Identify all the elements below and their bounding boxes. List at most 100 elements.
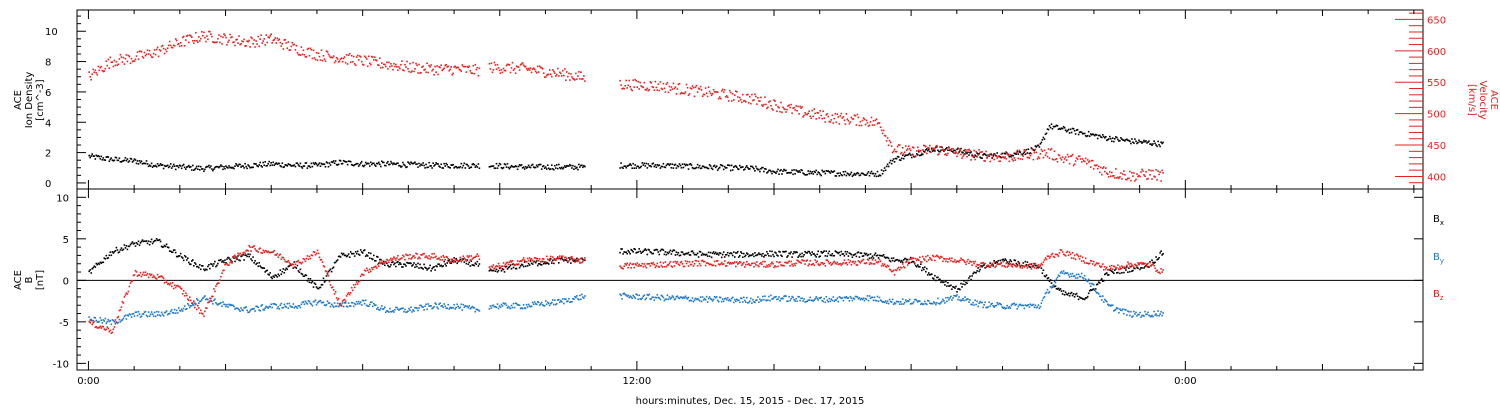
data-point bbox=[1115, 136, 1117, 138]
data-point bbox=[551, 262, 553, 264]
data-point bbox=[503, 265, 506, 267]
data-point bbox=[171, 165, 174, 168]
data-point bbox=[984, 160, 986, 162]
data-point bbox=[263, 38, 265, 40]
data-point bbox=[670, 265, 673, 267]
data-point bbox=[463, 162, 466, 165]
data-point bbox=[729, 300, 732, 302]
data-point bbox=[388, 163, 390, 166]
data-point bbox=[491, 165, 494, 167]
data-point bbox=[960, 282, 962, 285]
data-point bbox=[571, 301, 573, 303]
data-point bbox=[755, 254, 757, 257]
data-point bbox=[262, 249, 264, 252]
data-point bbox=[350, 301, 353, 304]
data-point bbox=[1134, 313, 1136, 315]
data-point bbox=[849, 121, 852, 123]
data-point bbox=[584, 295, 586, 297]
data-point bbox=[295, 261, 298, 263]
data-point bbox=[492, 269, 495, 272]
data-point bbox=[908, 152, 911, 155]
data-point bbox=[413, 70, 415, 73]
data-point bbox=[157, 239, 160, 242]
data-point bbox=[448, 261, 450, 263]
data-point bbox=[261, 267, 263, 269]
data-point bbox=[1087, 161, 1090, 163]
data-point bbox=[1146, 313, 1148, 316]
data-point bbox=[722, 300, 725, 303]
data-point bbox=[532, 303, 535, 306]
data-point bbox=[758, 168, 760, 171]
data-point bbox=[148, 273, 151, 275]
data-point bbox=[440, 256, 442, 258]
data-point bbox=[949, 148, 951, 151]
data-point bbox=[165, 281, 168, 283]
data-point bbox=[458, 166, 461, 169]
data-point bbox=[181, 293, 184, 295]
data-point bbox=[745, 101, 747, 103]
data-point bbox=[911, 146, 914, 148]
data-point bbox=[474, 256, 477, 258]
data-point bbox=[457, 66, 459, 69]
data-point bbox=[844, 250, 847, 253]
data-point bbox=[362, 300, 365, 302]
data-point bbox=[628, 164, 630, 166]
data-point bbox=[653, 299, 656, 301]
data-point bbox=[293, 43, 296, 46]
data-point bbox=[238, 309, 240, 311]
data-point bbox=[339, 256, 342, 258]
data-point bbox=[314, 58, 317, 61]
data-point bbox=[891, 259, 894, 262]
data-point bbox=[217, 304, 219, 306]
data-point bbox=[218, 34, 220, 36]
data-point bbox=[109, 158, 112, 161]
data-point bbox=[1017, 305, 1020, 308]
data-point bbox=[645, 249, 648, 252]
data-point bbox=[137, 58, 140, 61]
data-point bbox=[965, 149, 967, 151]
data-point bbox=[415, 263, 417, 266]
data-point bbox=[761, 104, 763, 106]
data-point bbox=[853, 262, 856, 265]
data-point bbox=[716, 169, 719, 171]
data-point bbox=[696, 163, 699, 166]
data-point bbox=[1114, 138, 1116, 140]
data-point bbox=[984, 153, 986, 156]
data-point bbox=[266, 251, 268, 254]
data-point bbox=[263, 164, 265, 167]
data-point bbox=[725, 253, 728, 256]
data-point bbox=[1125, 138, 1127, 141]
data-point bbox=[219, 302, 221, 305]
data-point bbox=[715, 165, 718, 167]
data-point bbox=[502, 268, 505, 271]
data-point bbox=[868, 124, 871, 127]
data-point bbox=[633, 295, 635, 298]
data-point bbox=[974, 154, 976, 156]
data-point bbox=[546, 73, 549, 76]
data-point bbox=[393, 311, 395, 313]
data-point bbox=[531, 68, 534, 70]
data-point bbox=[729, 262, 732, 264]
data-point bbox=[850, 116, 853, 119]
data-point bbox=[168, 250, 171, 252]
data-point bbox=[810, 254, 812, 256]
data-point bbox=[180, 167, 183, 170]
data-point bbox=[667, 91, 670, 94]
data-point bbox=[1043, 296, 1046, 298]
data-point bbox=[134, 58, 137, 61]
data-point bbox=[890, 301, 893, 303]
data-point bbox=[696, 265, 699, 267]
data-point bbox=[133, 274, 136, 276]
data-point bbox=[529, 67, 532, 69]
data-point bbox=[217, 165, 219, 168]
data-point bbox=[444, 165, 446, 167]
data-point bbox=[133, 242, 136, 244]
data-point bbox=[1058, 275, 1061, 277]
data-point bbox=[409, 62, 411, 65]
data-point bbox=[91, 268, 93, 270]
data-point bbox=[1013, 259, 1016, 261]
data-point bbox=[1036, 144, 1039, 147]
data-point bbox=[1134, 138, 1136, 140]
data-point bbox=[526, 69, 529, 71]
data-point bbox=[283, 166, 286, 168]
